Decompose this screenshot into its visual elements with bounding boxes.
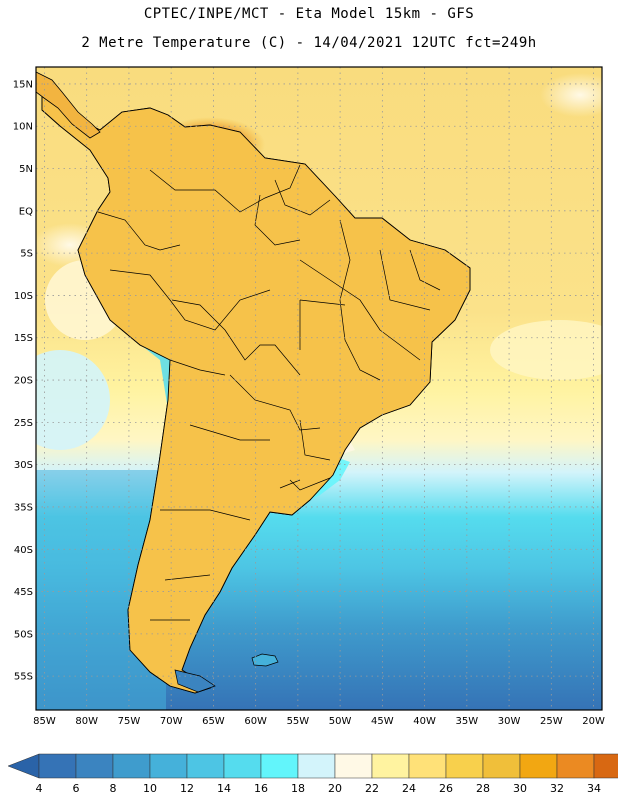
lon-label: 85W xyxy=(33,716,56,727)
lat-label: 15N xyxy=(13,79,33,90)
cool-patch xyxy=(36,350,110,450)
colorbar-swatch xyxy=(186,753,225,779)
colorbar-tick-label: 14 xyxy=(217,782,231,795)
colorbar-swatch xyxy=(519,753,558,779)
colorbar-swatch xyxy=(371,753,410,779)
country-borders xyxy=(97,164,441,621)
colorbar-tick-label: 26 xyxy=(439,782,453,795)
colorbar-swatch xyxy=(75,753,114,779)
lon-label: 30W xyxy=(498,716,521,727)
map-frame xyxy=(35,66,603,711)
colorbar-tick-label: 20 xyxy=(328,782,342,795)
lon-label: 65W xyxy=(202,716,225,727)
map-subtitle: 2 Metre Temperature (C) - 14/04/2021 12U… xyxy=(81,35,537,51)
lat-label: 10S xyxy=(14,291,33,302)
lat-label: 10N xyxy=(13,122,33,133)
lat-label: 45S xyxy=(14,587,33,598)
lon-label: 50W xyxy=(329,716,352,727)
lat-label: 35S xyxy=(14,502,33,513)
colorbar-tick-label: 34 xyxy=(587,782,601,795)
colorbar-tick-label: 4 xyxy=(36,782,43,795)
lat-label: 30S xyxy=(14,460,33,471)
colorbar-low-arrow xyxy=(7,753,40,779)
lon-label: 45W xyxy=(371,716,394,727)
falkland-islands xyxy=(251,653,279,667)
lon-label: 40W xyxy=(413,716,436,727)
colorbar-swatch xyxy=(38,753,77,779)
pale-patch xyxy=(490,320,602,380)
lon-label: 55W xyxy=(287,716,310,727)
colorbar-tick-label: 12 xyxy=(180,782,194,795)
lon-label: 75W xyxy=(118,716,141,727)
lat-label: 5N xyxy=(19,164,33,175)
lat-label: 20S xyxy=(14,376,33,387)
colorbar-tick-label: 24 xyxy=(402,782,416,795)
tierra-del-fuego xyxy=(174,669,216,693)
lat-label: 25S xyxy=(14,418,33,429)
colorbar-tick-label: 22 xyxy=(365,782,379,795)
colorbar-tick-label: 18 xyxy=(291,782,305,795)
colorbar-tick-label: 8 xyxy=(110,782,117,795)
colorbar-swatch xyxy=(297,753,336,779)
colorbar-swatch xyxy=(408,753,447,779)
colorbar-swatch xyxy=(334,753,373,779)
colorbar-swatch xyxy=(556,753,595,779)
colorbar-swatch xyxy=(482,753,521,779)
colorbar-tick-label: 28 xyxy=(476,782,490,795)
lon-label: 70W xyxy=(160,716,183,727)
colorbar-tick-label: 30 xyxy=(513,782,527,795)
colorbar-swatch xyxy=(260,753,299,779)
map-title: CPTEC/INPE/MCT - Eta Model 15km - GFS xyxy=(143,6,475,22)
latitude-axis: 15N 10N 5N EQ 5S 10S 15S 20S 25S 30S 35S 40S 45S 50S 5… xyxy=(13,79,33,682)
color-legend: 468101214161820222426283032343638 xyxy=(7,753,618,795)
colorbar-swatch xyxy=(445,753,484,779)
lon-label: 25W xyxy=(540,716,563,727)
colorbar-swatch xyxy=(593,753,618,779)
lon-label: 20W xyxy=(582,716,605,727)
lat-label: 55S xyxy=(14,672,33,683)
central-america xyxy=(36,71,101,139)
map-grid xyxy=(36,67,602,710)
lat-label: 50S xyxy=(14,629,33,640)
colorbar-swatch xyxy=(223,753,262,779)
lon-label: 60W xyxy=(244,716,267,727)
lat-label: 15S xyxy=(14,333,33,344)
colorbar-tick-label: 16 xyxy=(254,782,268,795)
colorbar-tick-label: 6 xyxy=(73,782,80,795)
colorbar-tick-label: 10 xyxy=(143,782,157,795)
lat-label: EQ xyxy=(19,206,33,217)
longitude-axis: 85W 80W 75W 70W 65W 60W 55W 50W 45W 40W 35W 30W 25W 2… xyxy=(33,716,605,727)
lat-label: 5S xyxy=(20,249,33,260)
colorbar-swatch xyxy=(112,753,151,779)
lon-label: 35W xyxy=(456,716,479,727)
colorbar-tick-label: 32 xyxy=(550,782,564,795)
lat-label: 40S xyxy=(14,545,33,556)
colorbar-swatch xyxy=(149,753,188,779)
lon-label: 80W xyxy=(75,716,98,727)
